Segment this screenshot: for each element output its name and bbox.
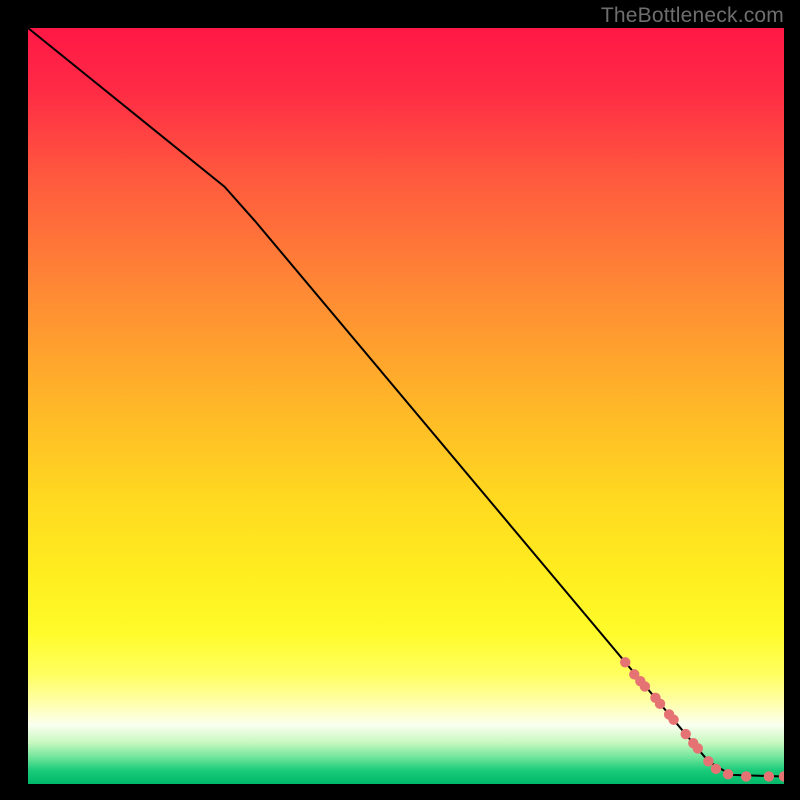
attribution-label: TheBottleneck.com — [601, 4, 784, 28]
data-marker — [655, 699, 665, 709]
data-marker — [703, 756, 713, 766]
data-marker — [741, 771, 751, 781]
data-marker — [640, 681, 650, 691]
bottleneck-chart — [0, 0, 800, 800]
data-marker — [668, 715, 678, 725]
data-marker — [711, 764, 721, 774]
data-marker — [764, 771, 774, 781]
chart-stage: TheBottleneck.com — [0, 0, 800, 800]
data-marker — [723, 769, 733, 779]
data-marker — [681, 729, 691, 739]
plot-gradient-background — [28, 28, 784, 784]
data-marker — [693, 743, 703, 753]
data-marker — [620, 657, 630, 667]
